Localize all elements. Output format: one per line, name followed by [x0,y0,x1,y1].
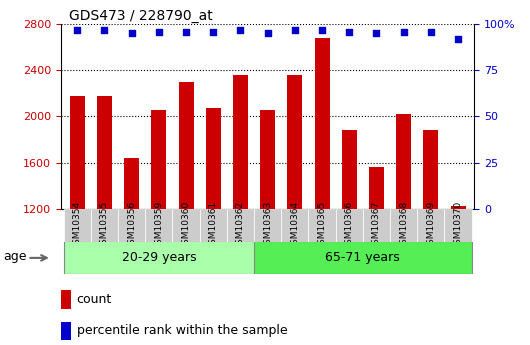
Point [73,27,82,32]
Text: GSM10360: GSM10360 [182,200,191,250]
Bar [417,209,445,242]
Point [263,31,272,36]
Bar [308,209,335,242]
Point [427,29,435,34]
Text: GSM10368: GSM10368 [399,200,408,250]
Point [318,27,326,32]
Bar [315,38,330,209]
Bar [423,130,438,209]
Text: GSM10370: GSM10370 [454,200,463,250]
Bar [342,130,357,209]
Text: GSM10355: GSM10355 [100,200,109,250]
Text: GSM10361: GSM10361 [209,200,218,250]
Point [454,36,462,42]
Text: GSM10369: GSM10369 [426,200,435,250]
Bar [254,241,472,274]
Bar [281,209,308,242]
Bar [145,209,172,242]
Bar [118,209,145,242]
Text: GSM10365: GSM10365 [317,200,326,250]
Text: GSM10359: GSM10359 [154,200,163,250]
Bar [91,209,118,242]
Bar [124,158,139,209]
Text: percentile rank within the sample: percentile rank within the sample [77,324,287,337]
Text: GSM10363: GSM10363 [263,200,272,250]
Bar [227,209,254,242]
Bar [390,209,417,242]
Bar [64,241,254,274]
Bar [179,82,193,209]
Bar [61,290,71,309]
Point [372,31,381,36]
Text: 65-71 years: 65-71 years [325,252,400,264]
Bar [254,209,281,242]
Bar [287,75,302,209]
Point [290,27,299,32]
Point [100,27,109,32]
Bar [260,109,275,209]
Bar [206,108,220,209]
Point [236,27,245,32]
Point [345,29,354,34]
Bar [200,209,227,242]
Point [127,31,136,36]
Bar [233,75,248,209]
Text: GSM10354: GSM10354 [73,200,82,250]
Text: GSM10364: GSM10364 [290,200,299,250]
Point [209,29,217,34]
Bar [97,96,112,209]
Bar [61,322,71,340]
Text: 20-29 years: 20-29 years [121,252,196,264]
Bar [70,96,85,209]
Text: GSM10362: GSM10362 [236,200,245,250]
Bar [396,114,411,209]
Point [400,29,408,34]
Bar [363,209,390,242]
Text: GSM10366: GSM10366 [344,200,354,250]
Bar [369,167,384,209]
Bar [64,209,91,242]
Bar [152,109,166,209]
Bar [445,209,472,242]
Text: count: count [77,293,112,306]
Bar [172,209,200,242]
Bar [335,209,363,242]
Point [182,29,190,34]
Text: GSM10367: GSM10367 [372,200,381,250]
Text: age: age [4,250,27,263]
Point [155,29,163,34]
Text: GDS473 / 228790_at: GDS473 / 228790_at [69,9,213,23]
Text: GSM10356: GSM10356 [127,200,136,250]
Bar [450,206,465,209]
